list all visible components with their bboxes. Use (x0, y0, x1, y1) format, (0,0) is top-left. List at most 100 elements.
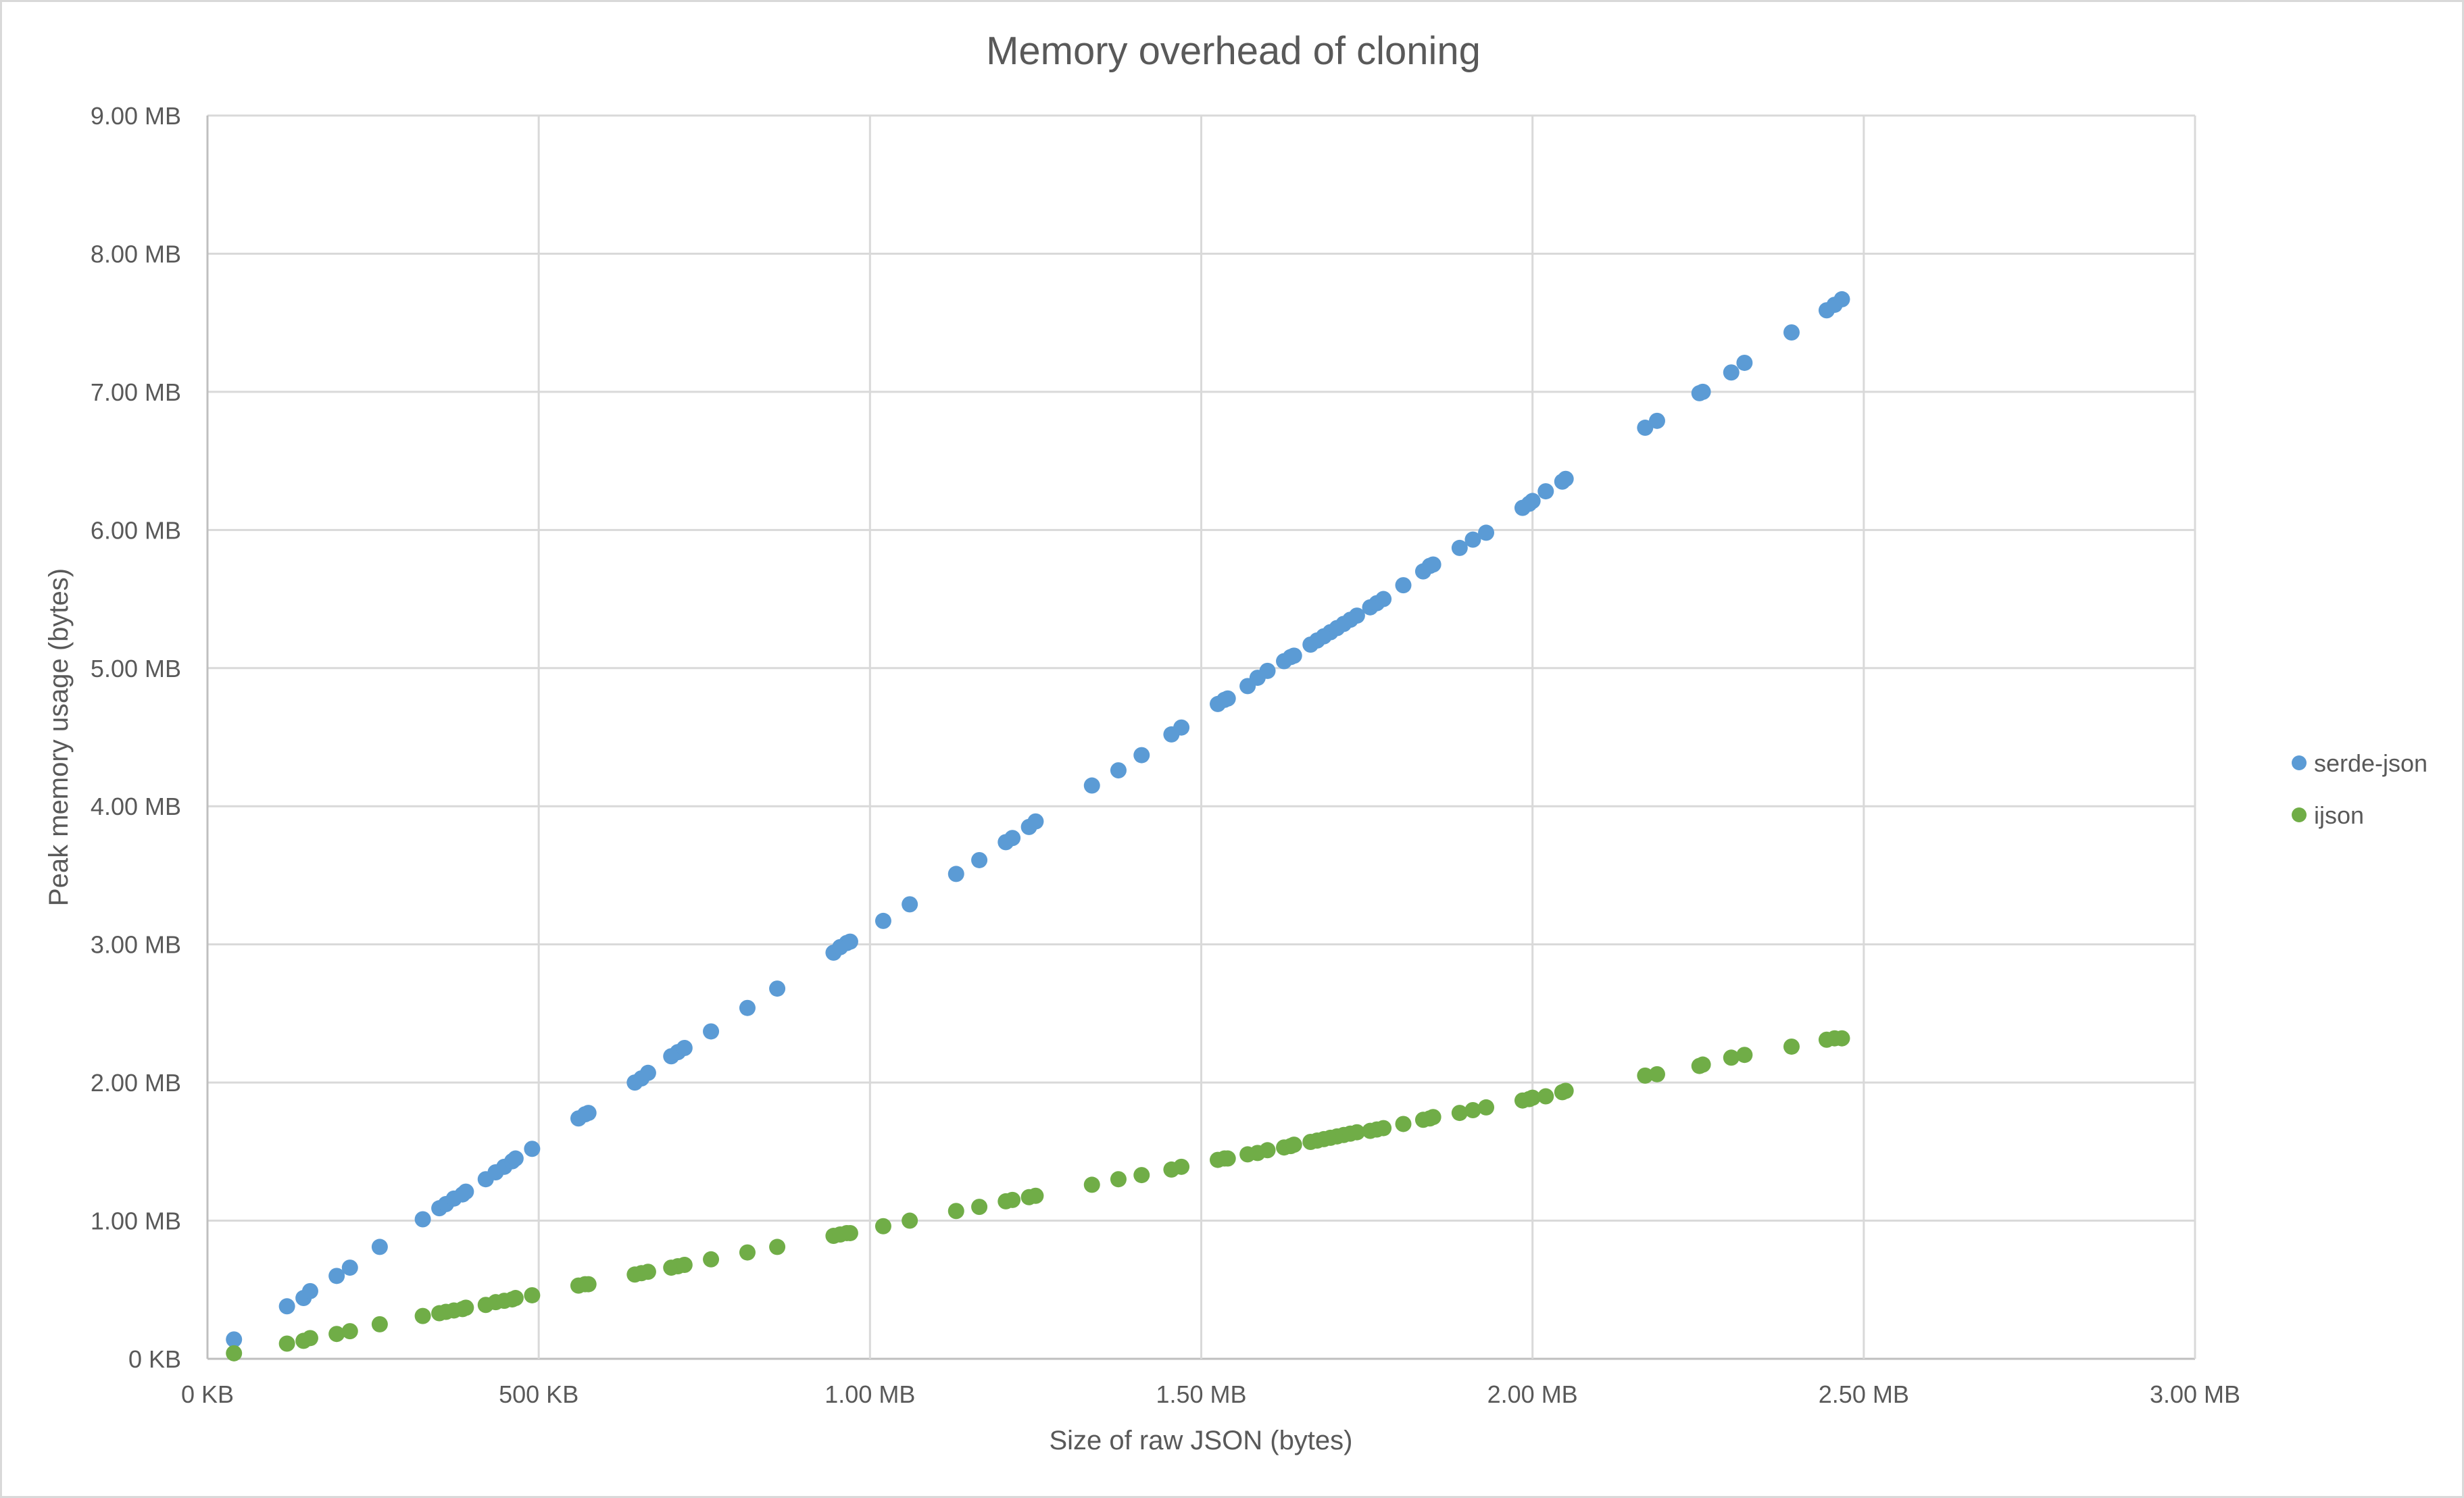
data-point[interactable] (1537, 483, 1554, 500)
x-tick-label: 500 KB (499, 1380, 578, 1408)
data-point[interactable] (1736, 1047, 1753, 1064)
data-point[interactable] (902, 896, 918, 913)
data-point[interactable] (639, 1264, 656, 1280)
data-point[interactable] (947, 1203, 964, 1220)
data-point[interactable] (371, 1316, 388, 1332)
data-point[interactable] (1259, 1142, 1276, 1159)
data-point[interactable] (1083, 777, 1100, 794)
data-point[interactable] (1783, 1038, 1800, 1055)
data-point[interactable] (301, 1330, 318, 1347)
data-point[interactable] (1425, 1109, 1442, 1126)
data-point[interactable] (874, 1218, 891, 1234)
data-point[interactable] (414, 1307, 431, 1324)
data-point[interactable] (874, 912, 891, 929)
data-point[interactable] (1259, 662, 1276, 679)
data-point[interactable] (1004, 830, 1021, 847)
data-point[interactable] (947, 866, 964, 882)
data-point[interactable] (458, 1183, 474, 1200)
data-point[interactable] (1027, 1187, 1044, 1204)
y-tick-label: 2.00 MB (91, 1069, 181, 1097)
data-point[interactable] (1451, 539, 1468, 556)
data-point[interactable] (971, 851, 988, 868)
data-point[interactable] (1348, 607, 1365, 624)
data-point[interactable] (328, 1268, 345, 1284)
data-point[interactable] (507, 1290, 524, 1307)
data-point[interactable] (703, 1251, 720, 1268)
data-point[interactable] (1083, 1176, 1100, 1193)
data-point[interactable] (1478, 1099, 1495, 1116)
data-point[interactable] (1133, 1167, 1150, 1184)
data-point[interactable] (769, 980, 786, 997)
data-point[interactable] (1694, 383, 1711, 400)
data-point[interactable] (1395, 1116, 1412, 1132)
data-point[interactable] (1027, 813, 1044, 830)
data-point[interactable] (1694, 1056, 1711, 1073)
data-point[interactable] (580, 1276, 597, 1293)
data-point[interactable] (1219, 1150, 1236, 1167)
data-point[interactable] (458, 1299, 474, 1316)
data-point[interactable] (1133, 747, 1150, 764)
data-point[interactable] (841, 933, 858, 950)
data-point[interactable] (1110, 762, 1127, 779)
data-point[interactable] (1833, 1030, 1850, 1047)
y-tick-label: 9.00 MB (91, 102, 181, 130)
data-point[interactable] (703, 1023, 720, 1040)
data-point[interactable] (1004, 1191, 1021, 1208)
data-point[interactable] (1173, 1158, 1190, 1175)
data-point[interactable] (414, 1211, 431, 1228)
data-point[interactable] (278, 1298, 295, 1315)
data-point[interactable] (902, 1212, 918, 1229)
data-point[interactable] (1637, 420, 1654, 436)
data-point[interactable] (1524, 493, 1541, 509)
data-point[interactable] (1451, 1105, 1468, 1122)
legend-item-ijson[interactable]: ijson (2292, 801, 2364, 829)
data-point[interactable] (1833, 291, 1850, 307)
data-point[interactable] (328, 1326, 345, 1343)
data-point[interactable] (226, 1331, 243, 1348)
data-point[interactable] (341, 1259, 358, 1276)
data-point[interactable] (1723, 364, 1740, 381)
data-point[interactable] (341, 1323, 358, 1340)
data-point[interactable] (1537, 1088, 1554, 1105)
data-point[interactable] (1557, 470, 1574, 487)
data-point[interactable] (371, 1239, 388, 1255)
data-point[interactable] (1557, 1082, 1574, 1099)
data-point[interactable] (1464, 531, 1481, 548)
data-point[interactable] (676, 1040, 693, 1056)
data-point[interactable] (1648, 1066, 1665, 1082)
chart-title: Memory overhead of cloning (986, 29, 1481, 73)
legend-item-serde-json[interactable]: serde-json (2292, 749, 2428, 777)
data-point[interactable] (1173, 719, 1190, 736)
data-point[interactable] (639, 1064, 656, 1081)
data-point[interactable] (301, 1282, 318, 1299)
data-point[interactable] (1464, 1102, 1481, 1118)
data-point[interactable] (739, 1244, 756, 1261)
data-point[interactable] (507, 1150, 524, 1167)
data-point[interactable] (1478, 524, 1495, 541)
data-point[interactable] (1425, 556, 1442, 573)
data-point[interactable] (1219, 690, 1236, 707)
data-point[interactable] (676, 1256, 693, 1273)
data-point[interactable] (1375, 1120, 1392, 1137)
data-point[interactable] (841, 1224, 858, 1241)
data-point[interactable] (1736, 354, 1753, 371)
data-point[interactable] (769, 1239, 786, 1255)
data-point[interactable] (739, 999, 756, 1016)
data-point[interactable] (1285, 1137, 1302, 1153)
data-point[interactable] (1524, 1089, 1541, 1106)
data-point[interactable] (524, 1141, 541, 1157)
data-point[interactable] (971, 1199, 988, 1216)
data-point[interactable] (1783, 324, 1800, 341)
data-point[interactable] (1375, 591, 1392, 607)
data-point[interactable] (1110, 1171, 1127, 1188)
data-point[interactable] (226, 1345, 243, 1362)
data-point[interactable] (1723, 1049, 1740, 1066)
data-point[interactable] (1648, 412, 1665, 429)
data-point[interactable] (278, 1335, 295, 1352)
data-point[interactable] (1285, 647, 1302, 664)
data-point[interactable] (1395, 577, 1412, 594)
data-point[interactable] (1637, 1067, 1654, 1084)
data-point[interactable] (580, 1105, 597, 1122)
data-point[interactable] (524, 1287, 541, 1303)
data-point[interactable] (1348, 1124, 1365, 1141)
